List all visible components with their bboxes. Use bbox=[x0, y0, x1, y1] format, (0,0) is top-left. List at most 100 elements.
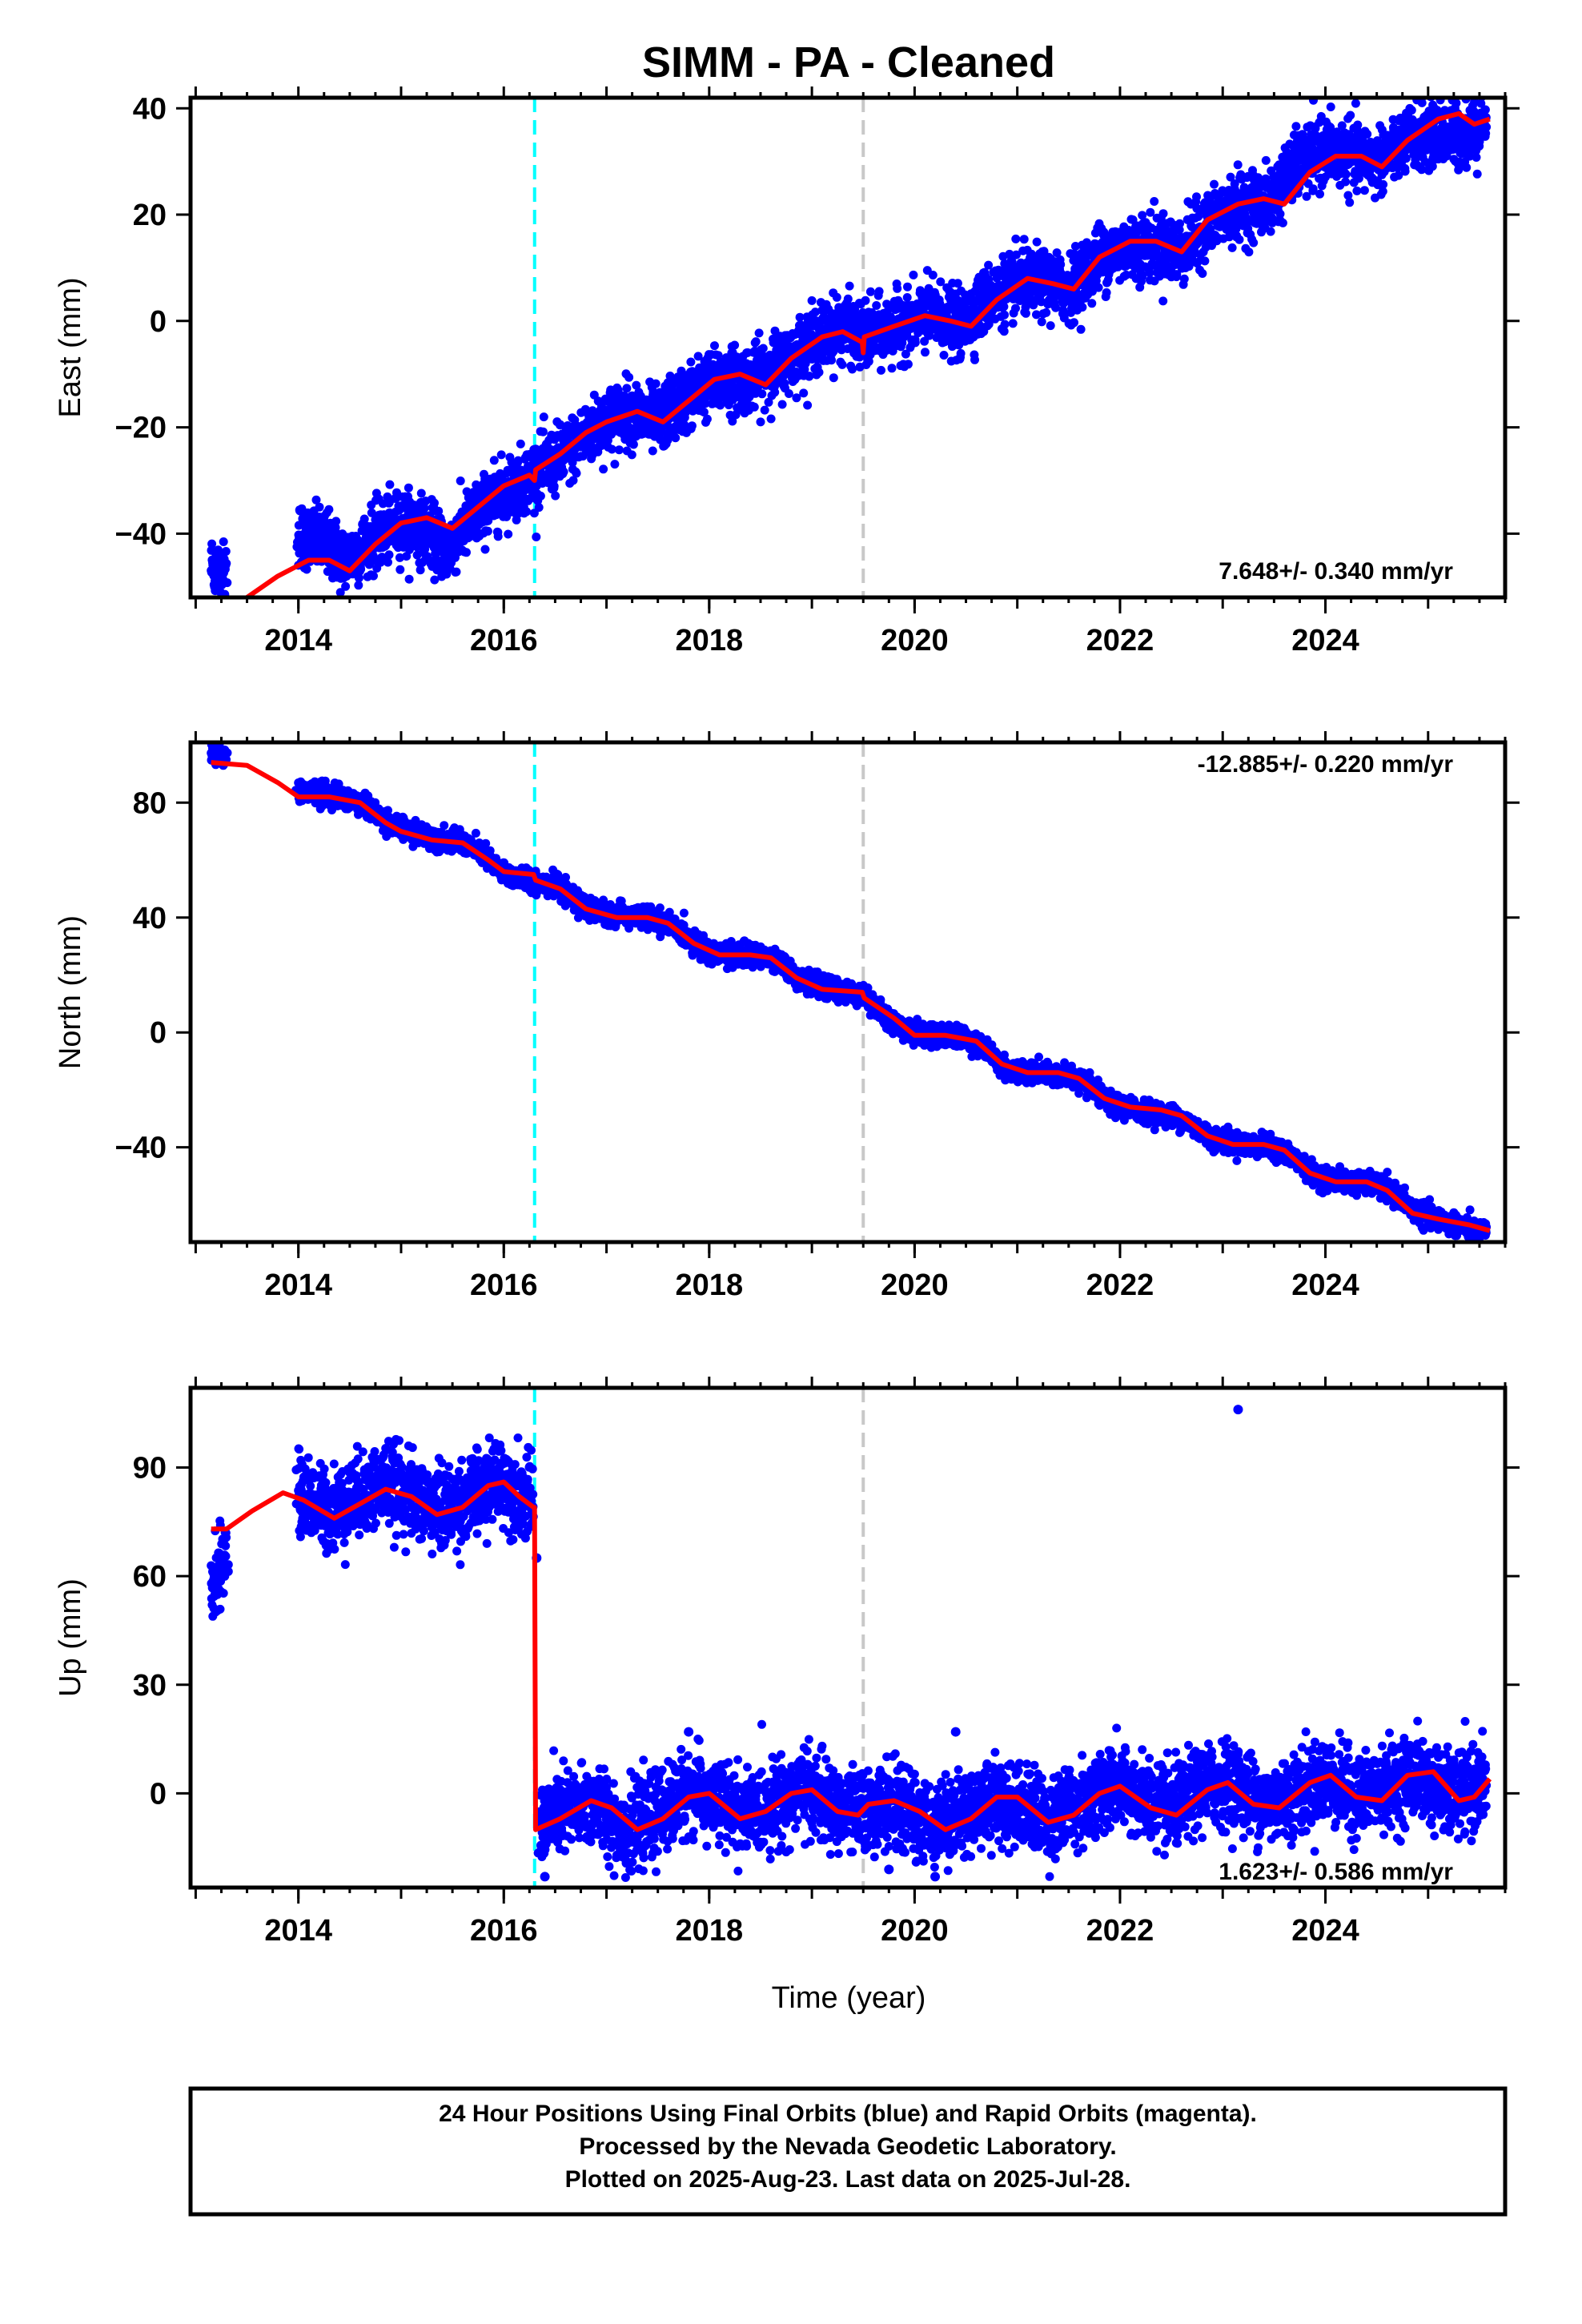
data-point bbox=[628, 440, 638, 449]
data-point bbox=[1150, 197, 1159, 206]
data-point bbox=[1391, 86, 1400, 95]
chart-title: SIMM - PA - Cleaned bbox=[642, 38, 1055, 86]
data-point bbox=[534, 503, 544, 513]
data-point bbox=[843, 294, 853, 304]
data-point bbox=[1278, 218, 1287, 227]
data-point bbox=[516, 439, 525, 448]
data-point bbox=[1042, 308, 1051, 317]
data-point bbox=[216, 609, 225, 618]
data-point bbox=[893, 283, 902, 293]
data-point bbox=[607, 429, 616, 439]
data-point bbox=[848, 364, 857, 374]
data-point bbox=[751, 337, 761, 347]
data-point bbox=[1179, 274, 1189, 283]
data-point bbox=[404, 483, 413, 493]
data-point bbox=[538, 427, 548, 436]
data-point bbox=[758, 344, 768, 353]
data-point bbox=[764, 397, 773, 407]
data-point bbox=[1472, 153, 1481, 162]
data-point bbox=[699, 408, 709, 417]
data-point bbox=[496, 450, 506, 460]
plot-area bbox=[207, 85, 1492, 618]
data-point bbox=[420, 504, 429, 513]
data-point bbox=[599, 464, 608, 474]
data-point bbox=[1011, 250, 1021, 259]
data-point bbox=[865, 287, 875, 296]
data-point bbox=[416, 565, 425, 575]
data-point bbox=[680, 420, 689, 429]
data-point bbox=[1227, 243, 1237, 252]
data-point bbox=[874, 287, 884, 296]
data-point bbox=[1021, 308, 1030, 318]
data-point bbox=[799, 388, 809, 398]
data-point bbox=[1244, 247, 1254, 257]
data-point bbox=[872, 301, 881, 310]
data-point bbox=[341, 581, 351, 591]
data-point bbox=[1452, 99, 1461, 108]
data-point bbox=[845, 281, 854, 291]
data-point bbox=[1058, 305, 1068, 315]
data-point bbox=[532, 533, 541, 541]
data-point bbox=[1346, 111, 1355, 120]
data-point bbox=[1192, 192, 1201, 202]
data-point bbox=[1480, 105, 1490, 115]
data-point bbox=[687, 421, 697, 431]
data-point bbox=[1000, 310, 1009, 320]
data-point bbox=[1417, 98, 1427, 107]
data-point bbox=[731, 410, 741, 420]
data-point bbox=[1087, 299, 1097, 308]
data-point bbox=[810, 308, 820, 317]
data-point bbox=[539, 412, 548, 422]
data-point bbox=[627, 450, 636, 460]
data-point bbox=[716, 400, 725, 410]
data-point bbox=[1401, 154, 1411, 163]
data-point bbox=[757, 389, 767, 399]
data-point bbox=[354, 581, 363, 590]
data-point bbox=[1158, 296, 1168, 306]
data-point bbox=[1345, 198, 1355, 207]
data-point bbox=[1210, 179, 1219, 189]
data-point bbox=[356, 565, 366, 574]
data-point bbox=[713, 351, 723, 360]
data-point bbox=[648, 446, 657, 456]
data-point bbox=[1353, 120, 1363, 130]
data-point bbox=[877, 365, 885, 375]
data-point bbox=[1400, 167, 1410, 176]
data-point bbox=[902, 293, 912, 302]
data-point bbox=[754, 328, 764, 338]
data-point bbox=[1052, 248, 1062, 258]
data-point bbox=[999, 302, 1009, 312]
data-point bbox=[1056, 259, 1066, 269]
data-point bbox=[936, 277, 946, 287]
data-point bbox=[614, 445, 624, 455]
data-point bbox=[1094, 283, 1103, 292]
data-point bbox=[1011, 304, 1020, 313]
data-point bbox=[610, 460, 620, 469]
data-point bbox=[1480, 85, 1488, 94]
data-point bbox=[1462, 163, 1472, 172]
data-point bbox=[1351, 99, 1360, 108]
data-point bbox=[1076, 324, 1086, 334]
data-point bbox=[430, 498, 439, 508]
data-point bbox=[1352, 186, 1362, 195]
data-point bbox=[832, 292, 841, 302]
data-point bbox=[430, 575, 440, 585]
data-point bbox=[728, 416, 737, 426]
data-point bbox=[315, 502, 324, 512]
data-point bbox=[359, 514, 369, 524]
data-point bbox=[827, 356, 836, 365]
data-points bbox=[207, 85, 1492, 618]
data-point bbox=[456, 476, 465, 485]
data-point bbox=[756, 417, 765, 427]
data-point bbox=[396, 565, 405, 574]
data-point bbox=[777, 400, 787, 409]
data-point bbox=[864, 356, 873, 366]
data-point bbox=[770, 388, 780, 397]
data-point bbox=[1261, 155, 1271, 165]
data-point bbox=[489, 456, 499, 465]
data-point bbox=[953, 279, 962, 288]
data-point bbox=[784, 389, 793, 398]
data-point bbox=[1266, 227, 1275, 236]
data-point bbox=[367, 508, 376, 517]
data-point bbox=[1275, 209, 1285, 219]
